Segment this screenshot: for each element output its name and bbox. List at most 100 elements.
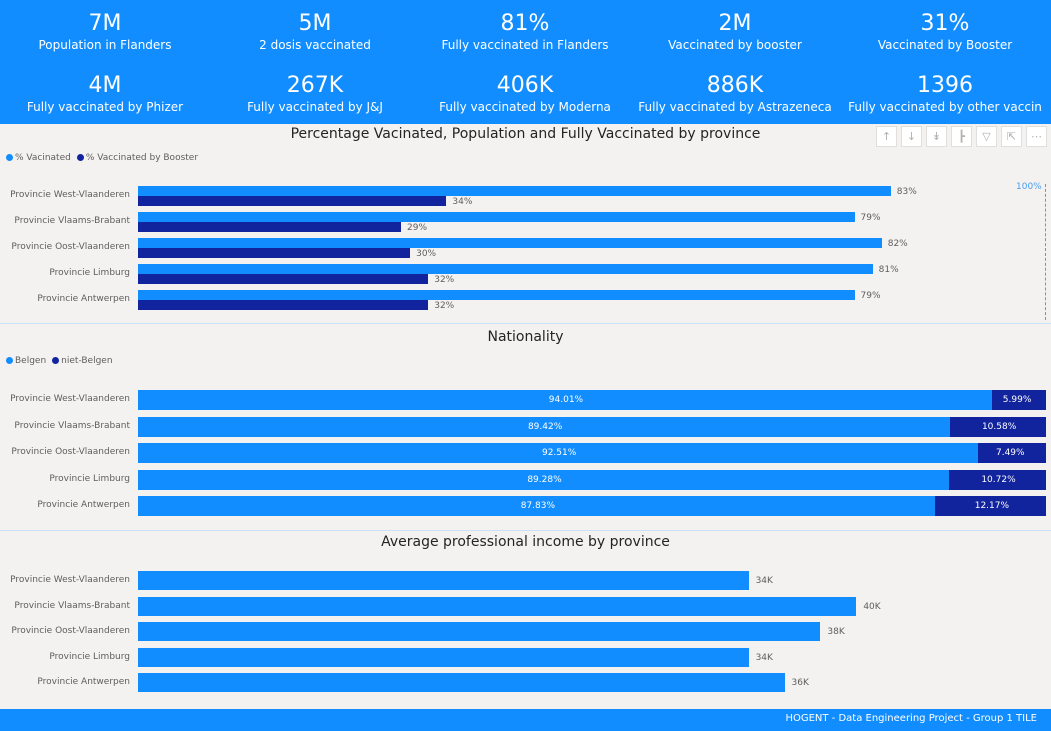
- legend-item[interactable]: niet-Belgen: [52, 356, 113, 366]
- kpi-value: 886K: [706, 73, 764, 98]
- arrow-down-icon[interactable]: ↓: [901, 126, 922, 147]
- bar-income[interactable]: [138, 673, 785, 692]
- data-label: 34K: [755, 576, 773, 586]
- bar-booster[interactable]: [138, 222, 402, 232]
- kpi-value: 31%: [920, 11, 970, 36]
- category-label: Provincie West-Vlaanderen: [10, 575, 130, 585]
- kpi-label: Fully vaccinated by Moderna: [439, 100, 611, 114]
- focus-mode-icon[interactable]: ⇱: [1001, 126, 1022, 147]
- footer-text: HOGENT - Data Engineering Project - Grou…: [785, 713, 1037, 724]
- bar-booster[interactable]: [138, 196, 447, 206]
- reference-line: [1045, 184, 1046, 320]
- divider: [0, 530, 1051, 531]
- bar-belgen[interactable]: [138, 416, 950, 437]
- data-label: 32%: [434, 275, 455, 285]
- income-chart-title: Average professional income by province: [381, 534, 670, 550]
- kpi-label: Fully vaccinated in Flanders: [441, 38, 609, 52]
- kpi-label: Vaccinated by Booster: [877, 38, 1013, 52]
- category-label: Provincie Vlaams-Brabant: [14, 216, 130, 226]
- bar-vaccinated[interactable]: [138, 238, 882, 248]
- category-label: Provincie West-Vlaanderen: [10, 190, 130, 200]
- kpi-value: 1396: [917, 73, 973, 98]
- kpi-card: 4M Fully vaccinated by Phizer: [0, 73, 210, 115]
- legend-item[interactable]: Belgen: [6, 356, 46, 366]
- bar-belgen[interactable]: [138, 496, 936, 516]
- bar-niet-belgen[interactable]: [977, 443, 1046, 463]
- data-label: 10.58%: [981, 421, 1017, 432]
- data-label: 81%: [878, 265, 899, 275]
- filter-icon[interactable]: ▽: [976, 126, 997, 147]
- divider: [0, 323, 1051, 324]
- data-label: 10.72%: [981, 474, 1016, 485]
- data-label: 82%: [887, 239, 908, 249]
- category-label: Provincie Limburg: [49, 473, 130, 484]
- legend-label: % Vacinated: [15, 153, 71, 163]
- legend-item[interactable]: % Vacinated: [6, 153, 71, 163]
- bar-vaccinated[interactable]: [138, 290, 855, 300]
- data-label: 89.42%: [527, 421, 563, 432]
- legend-dot: [76, 154, 84, 161]
- data-label: 87.83%: [520, 501, 556, 511]
- visual-toolbar: ↑ ↓ ↡ ┣ ▽ ⇱ ⋯: [876, 126, 1047, 147]
- legend-dot: [6, 154, 13, 161]
- data-label: 79%: [860, 291, 881, 301]
- kpi-label: Fully vaccinated by Astrazeneca: [638, 100, 832, 114]
- bar-niet-belgen[interactable]: [948, 469, 1046, 490]
- kpi-label: 2 dosis vaccinated: [259, 38, 371, 52]
- bar-niet-belgen[interactable]: [991, 390, 1046, 410]
- data-label: 79%: [860, 213, 881, 223]
- data-label: 34K: [755, 652, 773, 663]
- data-label: 5.99%: [1002, 395, 1032, 405]
- legend-dot: [52, 357, 60, 364]
- bar-income[interactable]: [138, 622, 821, 641]
- nationality-legend: Belgen niet-Belgen: [6, 356, 113, 366]
- kpi-card: 406K Fully vaccinated by Moderna: [420, 73, 630, 115]
- more-options-icon[interactable]: ⋯: [1026, 126, 1047, 147]
- category-label: Provincie Oost-Vlaanderen: [11, 242, 130, 252]
- kpi-value: 267K: [286, 73, 344, 98]
- kpi-card: 267K Fully vaccinated by J&J: [210, 73, 420, 115]
- legend-item[interactable]: % Vaccinated by Booster: [76, 153, 199, 163]
- legend-label: % Vaccinated by Booster: [85, 153, 199, 163]
- bar-booster[interactable]: [138, 274, 429, 284]
- category-label: Provincie Antwerpen: [37, 677, 130, 687]
- kpi-card: 886K Fully vaccinated by Astrazeneca: [630, 73, 840, 115]
- bar-income[interactable]: [138, 596, 857, 616]
- data-label: 40K: [863, 601, 881, 612]
- kpi-card: 7M Population in Flanders: [0, 11, 210, 53]
- kpi-value: 4M: [88, 73, 122, 98]
- kpi-card: 31% Vaccinated by Booster: [840, 11, 1050, 53]
- bar-vaccinated[interactable]: [138, 212, 855, 222]
- double-arrow-down-icon[interactable]: ↡: [926, 126, 947, 147]
- bar-booster[interactable]: [138, 248, 411, 258]
- kpi-value: 2M: [718, 11, 752, 36]
- category-label: Provincie Oost-Vlaanderen: [11, 626, 130, 636]
- kpi-label: Population in Flanders: [38, 38, 172, 52]
- kpi-value: 81%: [500, 11, 550, 36]
- vaccination-legend: % Vacinated % Vaccinated by Booster: [6, 153, 198, 163]
- bar-booster[interactable]: [138, 300, 429, 310]
- bar-niet-belgen[interactable]: [949, 416, 1046, 437]
- data-label: 32%: [434, 301, 455, 311]
- data-label: 92.51%: [541, 448, 577, 458]
- category-label: Provincie West-Vlaanderen: [10, 394, 130, 404]
- category-label: Provincie Vlaams-Brabant: [14, 420, 130, 431]
- data-label: 94.01%: [548, 395, 584, 405]
- expand-hierarchy-icon[interactable]: ┣: [951, 126, 972, 147]
- data-label: 12.17%: [974, 501, 1010, 511]
- legend-label: Belgen: [15, 356, 47, 366]
- category-label: Provincie Vlaams-Brabant: [14, 600, 130, 611]
- bar-belgen[interactable]: [138, 443, 978, 463]
- bar-niet-belgen[interactable]: [935, 496, 1046, 516]
- bar-income[interactable]: [138, 571, 749, 590]
- kpi-card: 5M 2 dosis vaccinated: [210, 11, 420, 53]
- bar-income[interactable]: [138, 647, 749, 667]
- bar-vaccinated[interactable]: [138, 264, 873, 274]
- nationality-chart-title: Nationality: [487, 329, 564, 345]
- arrow-up-icon[interactable]: ↑: [876, 126, 897, 147]
- bar-vaccinated[interactable]: [138, 186, 891, 196]
- data-label: 89.28%: [527, 474, 562, 485]
- bar-belgen[interactable]: [138, 390, 992, 410]
- bar-belgen[interactable]: [138, 469, 949, 490]
- data-label: 38K: [827, 627, 845, 637]
